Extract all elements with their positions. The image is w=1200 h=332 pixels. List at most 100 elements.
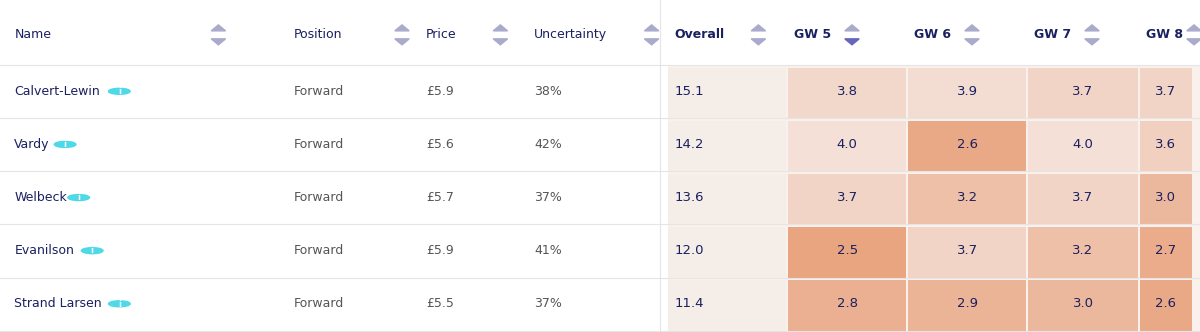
Text: 3.2: 3.2 bbox=[1073, 244, 1093, 257]
Text: 11.4: 11.4 bbox=[674, 297, 704, 310]
Bar bbox=[1028, 280, 1138, 331]
Text: i: i bbox=[118, 299, 121, 309]
Text: Price: Price bbox=[426, 28, 457, 42]
Polygon shape bbox=[644, 39, 659, 45]
Text: £5.9: £5.9 bbox=[426, 244, 454, 257]
Bar bbox=[668, 121, 786, 171]
Text: GW 8: GW 8 bbox=[1146, 28, 1183, 42]
Bar bbox=[788, 280, 906, 331]
Bar bbox=[1028, 121, 1138, 171]
Text: £5.5: £5.5 bbox=[426, 297, 454, 310]
Polygon shape bbox=[395, 25, 409, 31]
Bar bbox=[788, 121, 906, 171]
Bar bbox=[668, 280, 786, 331]
Text: 14.2: 14.2 bbox=[674, 138, 704, 151]
Polygon shape bbox=[395, 39, 409, 45]
Text: £5.7: £5.7 bbox=[426, 191, 454, 204]
Text: GW 7: GW 7 bbox=[1034, 28, 1072, 42]
Text: Name: Name bbox=[14, 28, 52, 42]
Polygon shape bbox=[211, 39, 226, 45]
Bar bbox=[788, 68, 906, 118]
Text: 3.0: 3.0 bbox=[1156, 191, 1176, 204]
Bar bbox=[788, 227, 906, 278]
Text: 4.0: 4.0 bbox=[836, 138, 858, 151]
Text: 2.7: 2.7 bbox=[1156, 244, 1176, 257]
Bar bbox=[1140, 174, 1192, 224]
Circle shape bbox=[108, 301, 130, 307]
Text: Forward: Forward bbox=[294, 138, 344, 151]
Polygon shape bbox=[845, 25, 859, 31]
Text: Overall: Overall bbox=[674, 28, 725, 42]
Bar bbox=[668, 174, 786, 224]
Polygon shape bbox=[211, 25, 226, 31]
Circle shape bbox=[68, 195, 90, 201]
Text: GW 5: GW 5 bbox=[794, 28, 832, 42]
Text: 41%: 41% bbox=[534, 244, 562, 257]
Text: £5.6: £5.6 bbox=[426, 138, 454, 151]
Polygon shape bbox=[845, 39, 859, 45]
Bar bbox=[1140, 280, 1192, 331]
Text: 3.7: 3.7 bbox=[836, 191, 858, 204]
Polygon shape bbox=[1187, 25, 1200, 31]
Bar bbox=[908, 174, 1026, 224]
Text: 42%: 42% bbox=[534, 138, 562, 151]
Bar bbox=[788, 174, 906, 224]
Polygon shape bbox=[493, 39, 508, 45]
Bar bbox=[668, 227, 786, 278]
Bar bbox=[1028, 68, 1138, 118]
Text: 13.6: 13.6 bbox=[674, 191, 704, 204]
Text: i: i bbox=[77, 193, 80, 203]
Polygon shape bbox=[1085, 39, 1099, 45]
Text: Evanilson: Evanilson bbox=[14, 244, 74, 257]
Circle shape bbox=[82, 248, 103, 254]
Text: Calvert-Lewin: Calvert-Lewin bbox=[14, 85, 100, 98]
Text: £5.9: £5.9 bbox=[426, 85, 454, 98]
Bar bbox=[668, 66, 1200, 332]
Text: Forward: Forward bbox=[294, 191, 344, 204]
Text: 2.9: 2.9 bbox=[956, 297, 978, 310]
Text: Forward: Forward bbox=[294, 244, 344, 257]
Text: Uncertainty: Uncertainty bbox=[534, 28, 607, 42]
Text: 2.5: 2.5 bbox=[836, 244, 858, 257]
Text: 3.7: 3.7 bbox=[1073, 85, 1093, 98]
Text: i: i bbox=[118, 87, 121, 96]
Text: 2.8: 2.8 bbox=[836, 297, 858, 310]
Bar bbox=[908, 121, 1026, 171]
Text: 4.0: 4.0 bbox=[1073, 138, 1093, 151]
Text: Position: Position bbox=[294, 28, 342, 42]
Text: 37%: 37% bbox=[534, 297, 562, 310]
Text: 3.6: 3.6 bbox=[1156, 138, 1176, 151]
Text: 3.0: 3.0 bbox=[1073, 297, 1093, 310]
Text: i: i bbox=[91, 246, 94, 256]
Bar bbox=[1028, 174, 1138, 224]
Bar bbox=[1140, 121, 1192, 171]
Text: 3.7: 3.7 bbox=[1156, 85, 1176, 98]
Circle shape bbox=[54, 141, 76, 147]
Text: Vardy: Vardy bbox=[14, 138, 50, 151]
Polygon shape bbox=[965, 25, 979, 31]
Polygon shape bbox=[751, 25, 766, 31]
Polygon shape bbox=[644, 25, 659, 31]
Text: 2.6: 2.6 bbox=[956, 138, 978, 151]
Bar bbox=[1140, 227, 1192, 278]
Circle shape bbox=[108, 88, 130, 94]
Text: i: i bbox=[64, 140, 67, 149]
Text: 38%: 38% bbox=[534, 85, 562, 98]
Text: 15.1: 15.1 bbox=[674, 85, 704, 98]
Text: GW 6: GW 6 bbox=[914, 28, 952, 42]
Text: 3.7: 3.7 bbox=[1073, 191, 1093, 204]
Text: 2.6: 2.6 bbox=[1156, 297, 1176, 310]
Text: 3.7: 3.7 bbox=[956, 244, 978, 257]
Bar bbox=[668, 68, 786, 118]
Polygon shape bbox=[751, 39, 766, 45]
Text: 3.2: 3.2 bbox=[956, 191, 978, 204]
Bar bbox=[1140, 68, 1192, 118]
Bar bbox=[908, 280, 1026, 331]
Text: Forward: Forward bbox=[294, 297, 344, 310]
Text: Welbeck: Welbeck bbox=[14, 191, 67, 204]
Bar bbox=[908, 227, 1026, 278]
Text: 3.9: 3.9 bbox=[956, 85, 978, 98]
Text: 3.8: 3.8 bbox=[836, 85, 858, 98]
Polygon shape bbox=[1187, 39, 1200, 45]
Text: Forward: Forward bbox=[294, 85, 344, 98]
